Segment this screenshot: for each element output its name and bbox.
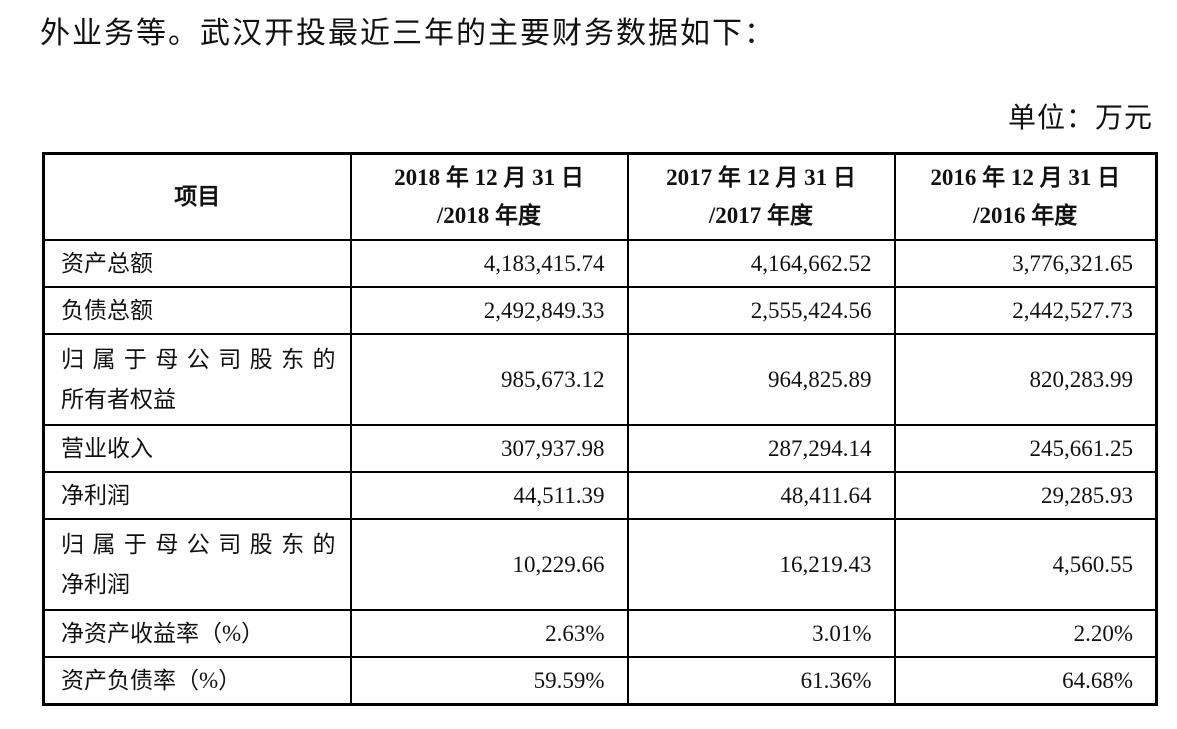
cell-2017: 4,164,662.52 — [626, 239, 896, 288]
cell-2018: 307,937.98 — [349, 424, 629, 473]
header-item-label: 项目 — [174, 184, 221, 209]
row-label: 归属于母公司股东的 净利润 — [42, 518, 352, 611]
cell-2016: 64.68% — [893, 656, 1158, 706]
header-2017-line1: 2017 年 12 月 31 日 — [666, 165, 856, 190]
cell-2018: 4,183,415.74 — [349, 239, 629, 288]
cell-2017: 2,555,424.56 — [626, 286, 896, 335]
financial-table: 项目 2018 年 12 月 31 日 /2018 年度 2017 年 12 月… — [42, 152, 1158, 706]
cell-2016: 4,560.55 — [893, 518, 1158, 611]
cell-2016: 2.20% — [893, 609, 1158, 658]
cell-2018: 10,229.66 — [349, 518, 629, 611]
header-2016-line2: /2016 年度 — [973, 203, 1078, 228]
cell-2017: 964,825.89 — [626, 333, 896, 426]
header-2017-line2: /2017 年度 — [708, 203, 814, 228]
table-row-parent-equity: 归属于母公司股东的 所有者权益 985,673.12 964,825.89 82… — [42, 333, 1158, 426]
row-label: 负债总额 — [42, 286, 352, 335]
row-label: 营业收入 — [42, 424, 352, 473]
table-row-operating-revenue: 营业收入 307,937.98 287,294.14 245,661.25 — [42, 424, 1158, 473]
cell-2017: 3.01% — [626, 609, 896, 658]
cell-2018: 985,673.12 — [349, 333, 629, 426]
table-row-debt-ratio: 资产负债率（%） 59.59% 61.36% 64.68% — [42, 656, 1158, 706]
row-label: 资产总额 — [42, 239, 352, 288]
unit-label: 单位：万元 — [1007, 103, 1153, 134]
cell-2018: 59.59% — [349, 656, 629, 706]
row-label: 净资产收益率（%） — [42, 609, 352, 658]
header-item-column: 项目 — [42, 152, 352, 241]
header-2016-column: 2016 年 12 月 31 日 /2016 年度 — [893, 152, 1158, 241]
intro-text: 外业务等。武汉开投最近三年的主要财务数据如下： — [40, 17, 776, 50]
header-2018-line1: 2018 年 12 月 31 日 — [394, 165, 584, 190]
cell-2016: 3,776,321.65 — [893, 239, 1158, 288]
table-row-total-assets: 资产总额 4,183,415.74 4,164,662.52 3,776,321… — [42, 239, 1158, 288]
cell-2016: 245,661.25 — [893, 424, 1158, 473]
row-label: 资产负债率（%） — [42, 656, 352, 706]
cell-2016: 820,283.99 — [893, 333, 1158, 426]
table-row-total-liabilities: 负债总额 2,492,849.33 2,555,424.56 2,442,527… — [42, 286, 1158, 335]
table-row-parent-net-profit: 归属于母公司股东的 净利润 10,229.66 16,219.43 4,560.… — [42, 518, 1158, 611]
cell-2018: 2.63% — [349, 609, 629, 658]
header-2017-column: 2017 年 12 月 31 日 /2017 年度 — [626, 152, 896, 241]
header-2018-column: 2018 年 12 月 31 日 /2018 年度 — [349, 152, 629, 241]
table-row-roe: 净资产收益率（%） 2.63% 3.01% 2.20% — [42, 609, 1158, 658]
cell-2018: 44,511.39 — [349, 471, 629, 520]
cell-2017: 48,411.64 — [626, 471, 896, 520]
table-header-row: 项目 2018 年 12 月 31 日 /2018 年度 2017 年 12 月… — [42, 152, 1158, 241]
header-2018-line2: /2018 年度 — [436, 203, 542, 228]
cell-2016: 2,442,527.73 — [893, 286, 1158, 335]
header-2016-line1: 2016 年 12 月 31 日 — [930, 165, 1121, 190]
cell-2017: 16,219.43 — [626, 518, 896, 611]
cell-2016: 29,285.93 — [893, 471, 1158, 520]
cell-2017: 287,294.14 — [626, 424, 896, 473]
cell-2018: 2,492,849.33 — [349, 286, 629, 335]
table-row-net-profit: 净利润 44,511.39 48,411.64 29,285.93 — [42, 471, 1158, 520]
row-label: 归属于母公司股东的 所有者权益 — [42, 333, 352, 426]
row-label: 净利润 — [42, 471, 352, 520]
cell-2017: 61.36% — [626, 656, 896, 706]
